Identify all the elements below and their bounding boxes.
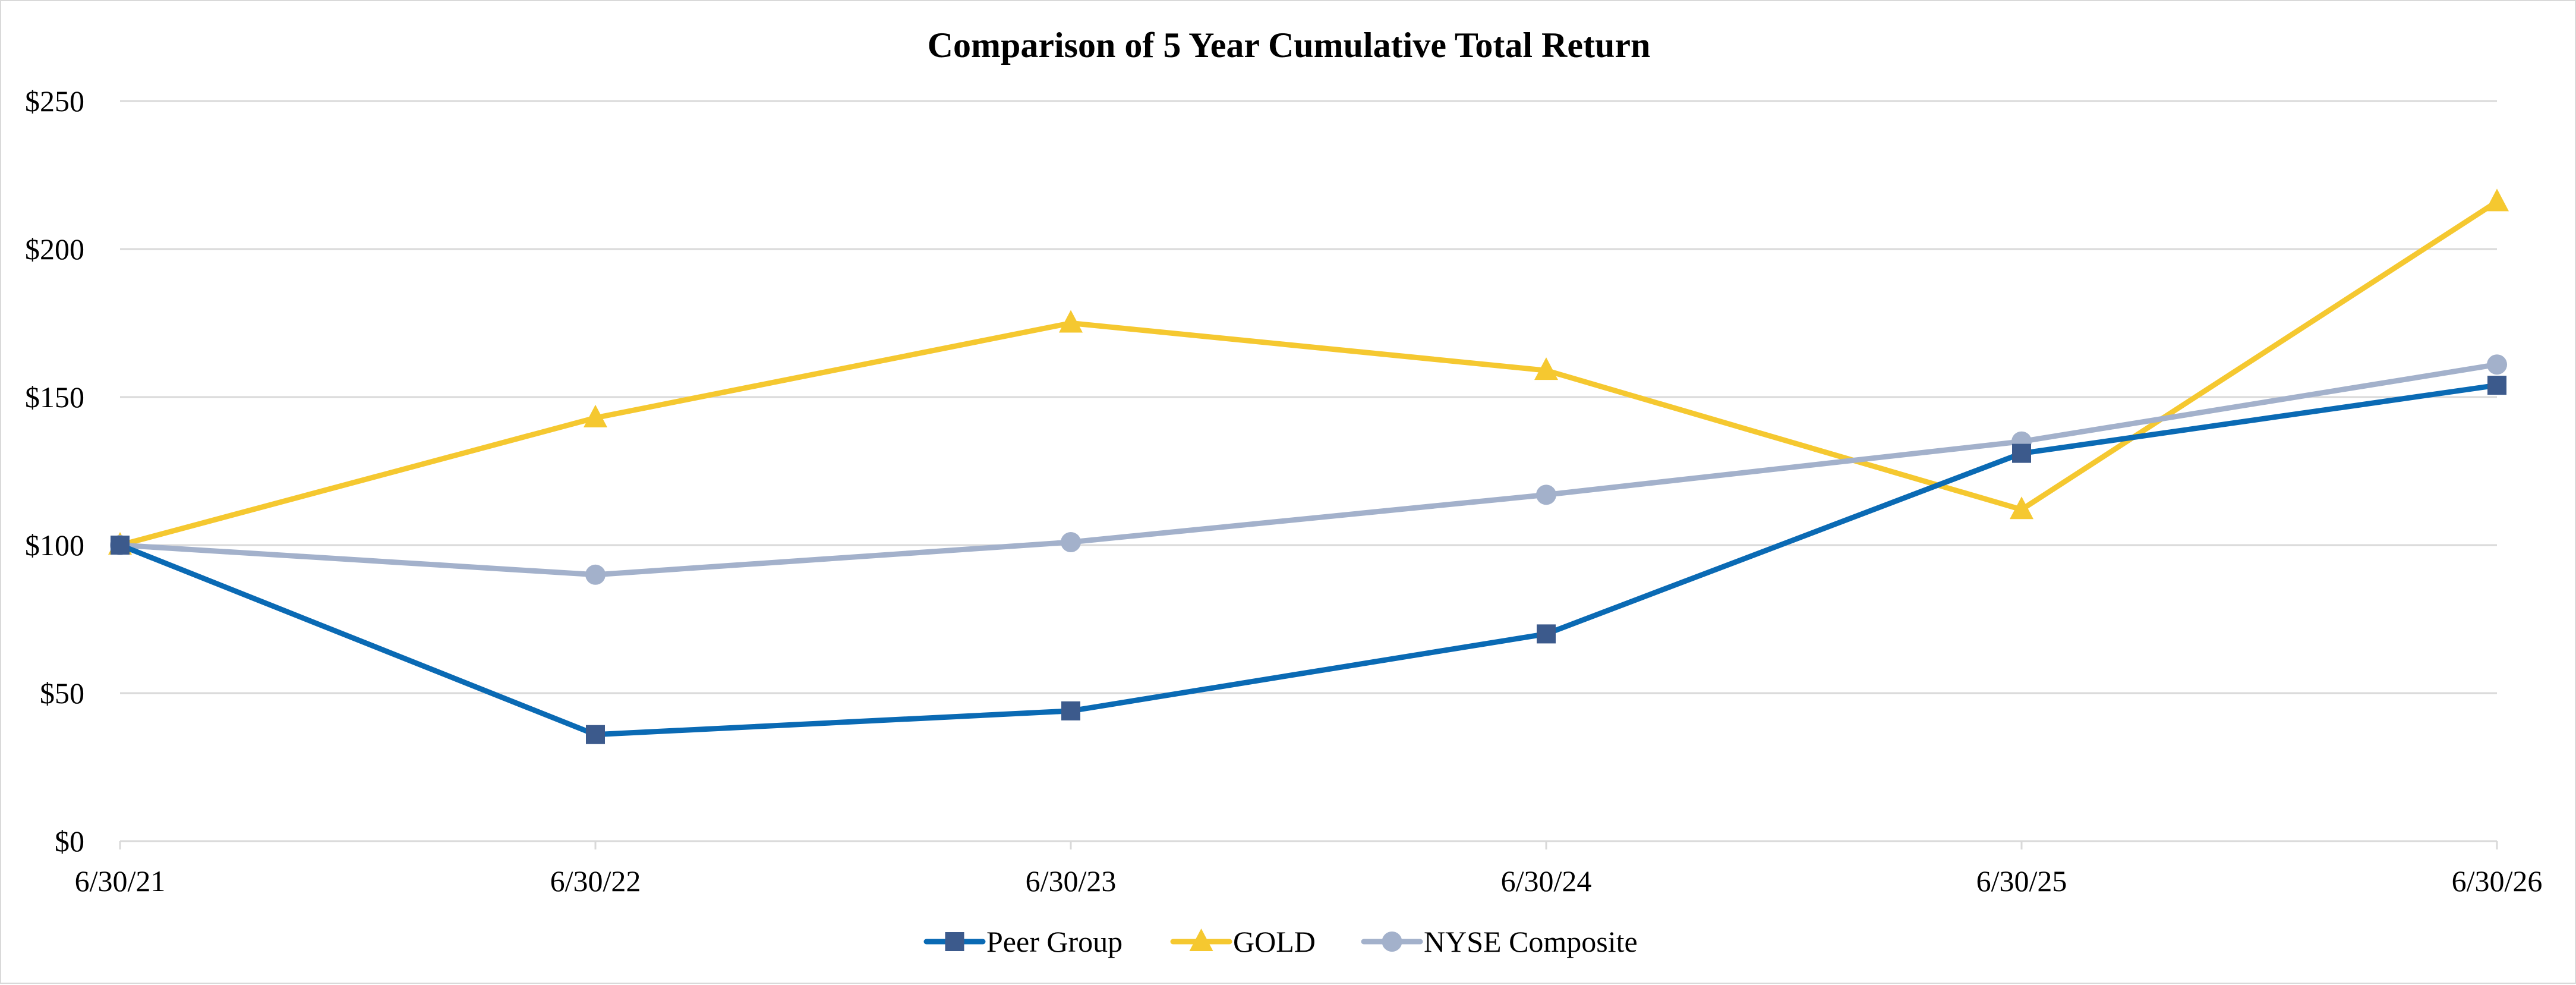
legend-item-peer-group: Peer Group [923,925,1123,958]
series-line-peer-group [117,382,2500,738]
y-tick-label: $50 [40,676,84,710]
y-tick-label: $250 [25,84,84,118]
data-point-nyse-composite [585,564,606,585]
x-tick-label: 6/30/22 [550,864,641,898]
axes: $0 $50 $100 $150 $200 $250 6/30/21 6/30/22 6/30/… [25,84,2542,898]
data-point-peer-group [586,725,605,744]
gridlines [120,100,2497,694]
series-gold [108,188,2509,555]
legend-item-nyse-composite: NYSE Composite [1361,925,1638,958]
data-point-gold [1059,310,1083,333]
data-point-nyse-composite [1061,532,1081,553]
data-point-gold [2485,188,2509,212]
x-tick-label: 6/30/25 [1976,864,2067,898]
chart-title: Comparison of 5 Year Cumulative Total Re… [928,26,1651,65]
data-point-nyse-composite [1536,484,1556,505]
series-line-gold [117,199,2500,548]
y-tick-label: $200 [25,232,84,266]
x-tick-label: 6/30/21 [75,864,166,898]
legend-swatch-marker [945,932,964,951]
data-point-peer-group [2487,376,2506,395]
data-point-gold [1534,357,1558,380]
series-peer-group [111,376,2506,744]
x-tick-label: 6/30/24 [1501,864,1592,898]
series-group [108,188,2509,744]
x-tick-label: 6/30/26 [2452,864,2543,898]
data-point-gold [584,404,607,427]
data-point-gold [2010,496,2033,520]
data-point-peer-group [111,536,130,555]
legend-label: NYSE Composite [1424,925,1638,958]
data-point-peer-group [2012,443,2031,463]
legend-swatch-marker [1189,929,1213,951]
series-line-nyse-composite [117,361,2500,578]
legend-swatch-marker [1382,931,1402,952]
legend-item-gold: GOLD [1170,925,1316,958]
y-tick-label: $150 [25,380,84,414]
x-tick-label: 6/30/23 [1026,864,1117,898]
series-nyse-composite [110,354,2507,585]
data-point-peer-group [1061,701,1080,720]
data-point-peer-group [1537,624,1556,644]
legend-label: Peer Group [986,925,1123,958]
data-point-nyse-composite [2487,354,2507,375]
y-tick-label: $0 [55,824,84,858]
legend: Peer Group GOLD NYSE Composite [923,925,1638,958]
y-tick-label: $100 [25,528,84,562]
legend-label: GOLD [1233,925,1316,958]
